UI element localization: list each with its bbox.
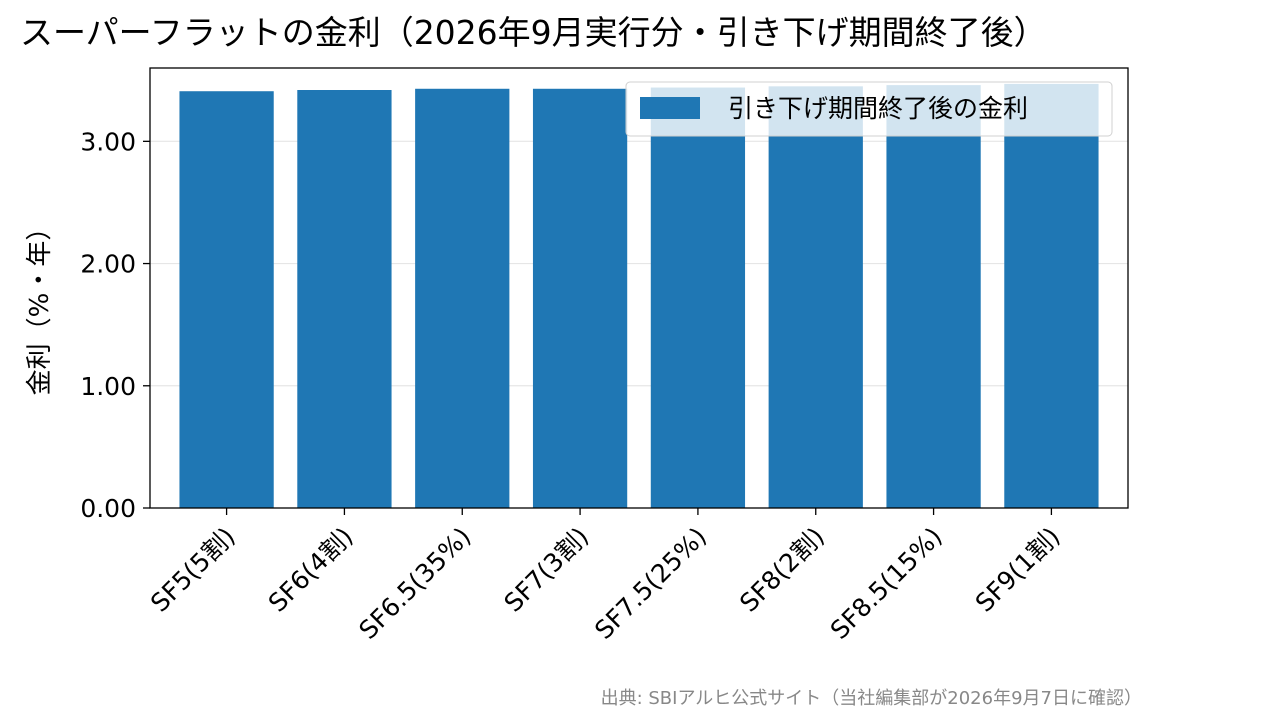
x-tick-label: SF6.5(35%) <box>353 522 476 645</box>
bar <box>1004 83 1099 508</box>
grid <box>150 140 1128 387</box>
bars <box>179 83 1099 509</box>
y-tick-label: 0.00 <box>80 494 136 523</box>
bar <box>650 87 746 509</box>
bar <box>532 88 628 509</box>
source-note: 出典: SBIアルヒ公式サイト（当社編集部が2026年9月7日に確認） <box>601 688 1142 709</box>
bar <box>768 86 863 508</box>
legend-box <box>625 81 1113 137</box>
y-axis-label: 金利（%・年） <box>25 215 55 396</box>
bar <box>415 88 510 509</box>
plot-frame <box>149 67 1129 509</box>
y-tick-label: 1.00 <box>80 372 136 401</box>
x-tick-label: SF8.5(15%) <box>825 522 948 645</box>
y-tick-label: 3.00 <box>80 127 136 156</box>
x-tick-label: SF7(3割) <box>498 522 594 618</box>
legend-swatch <box>640 97 700 119</box>
x-axis: SF5(5割) SF6(4割)SF6.5(35%) SF7(3割)SF7.5(25%… <box>145 508 1066 645</box>
x-tick-label: SF7.5(25%) <box>589 522 712 645</box>
bar <box>179 91 274 508</box>
x-tick-label: SF8(2割) <box>734 522 830 618</box>
bar <box>297 90 392 508</box>
bar <box>886 85 981 508</box>
legend: 引き下げ期間終了後の金利 <box>625 81 1113 137</box>
chart-title: スーパーフラットの金利（2026年9月実行分・引き下げ期間終了後） <box>20 13 1047 52</box>
x-tick-label: SF5(5割) <box>145 522 241 618</box>
x-tick-label: SF6(4割) <box>263 522 359 618</box>
x-tick-label: SF9(1割) <box>970 522 1066 618</box>
legend-label: 引き下げ期間終了後の金利 <box>728 94 1028 123</box>
y-tick-label: 2.00 <box>80 250 136 279</box>
y-axis: 0.00 1.00 2.00 3.00 <box>80 127 150 523</box>
